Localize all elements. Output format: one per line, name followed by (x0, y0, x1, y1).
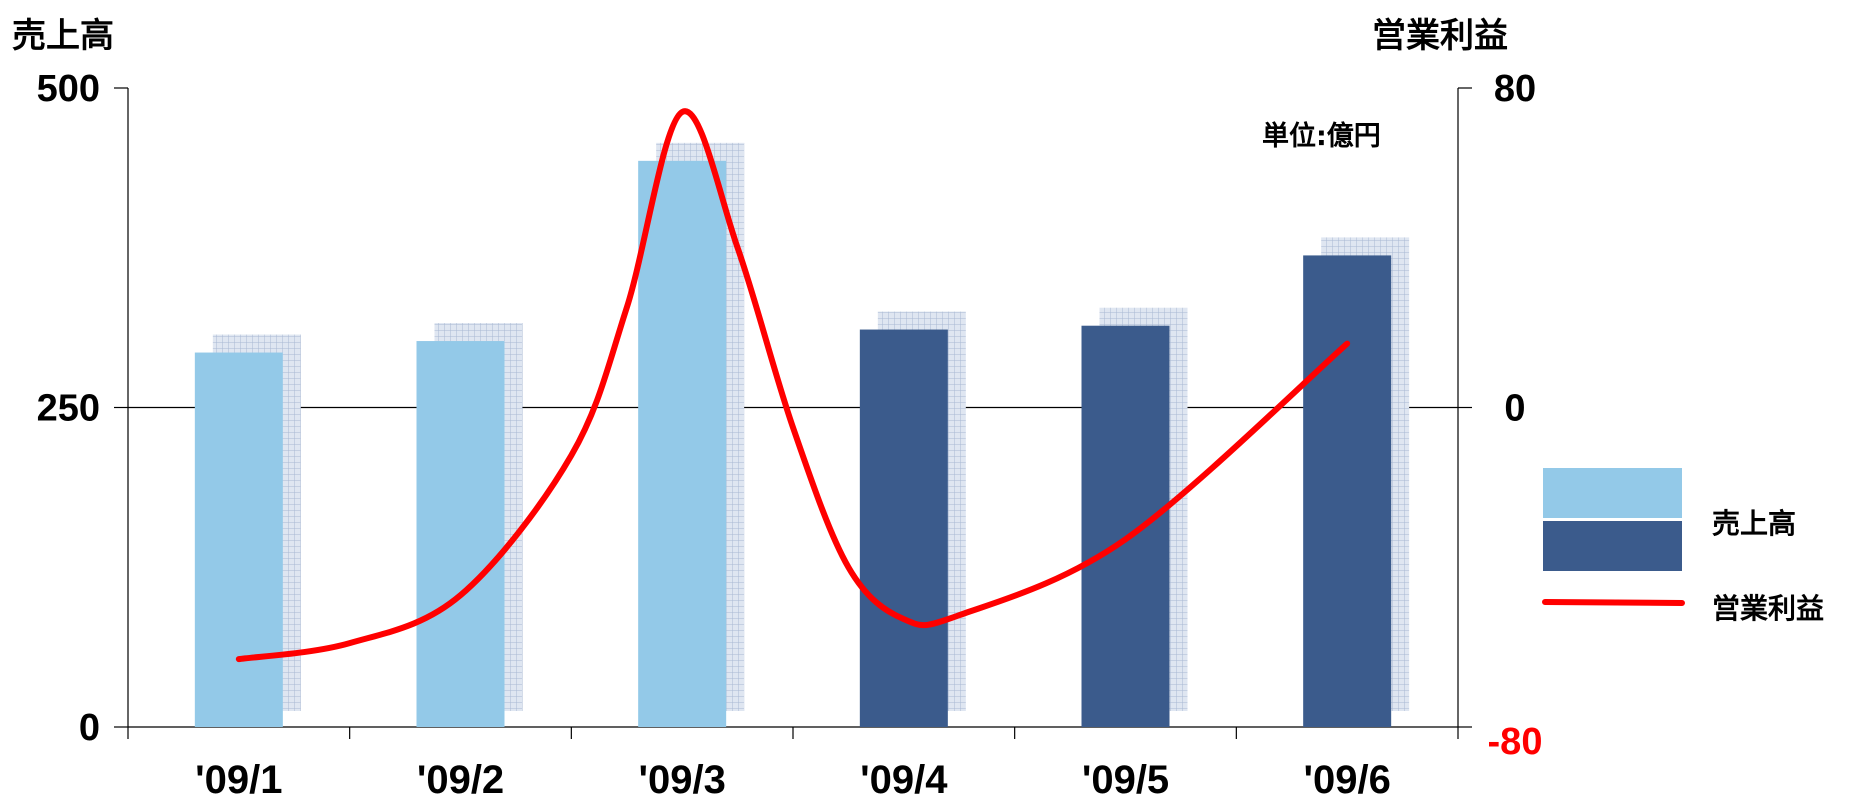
unit-label: 単位:億円 (1262, 121, 1381, 152)
legend-swatches (1542, 468, 1685, 606)
left-axis-title: 売上高 (12, 16, 114, 56)
bar-shadows (212, 142, 1410, 711)
tick-labels: 500 250 0 80 0 -80 '09/1 '09/2 '09/3 '09/4 '09/5 '0… (37, 68, 1543, 802)
legend-swatch-sales-dark (1543, 521, 1682, 571)
right-axis-title: 営業利益 (1372, 16, 1508, 56)
x-tick-label: '09/6 (1303, 758, 1390, 802)
left-tick-label: 500 (37, 68, 100, 110)
profit-line (235, 108, 1351, 663)
x-tick-label: '09/2 (417, 758, 504, 802)
bar-6 (1303, 255, 1392, 727)
left-tick-label: 250 (37, 388, 100, 430)
bars (194, 160, 1392, 727)
bar-3 (638, 160, 727, 727)
axes (114, 87, 1472, 739)
bar-2 (416, 341, 505, 727)
x-tick-label: '09/5 (1082, 758, 1169, 802)
bar-5 (1081, 325, 1170, 727)
x-tick-label: '09/1 (195, 758, 282, 802)
bar-4 (859, 329, 948, 727)
legend-label-sales: 売上高 (1712, 507, 1797, 540)
legend-label-profit: 営業利益 (1712, 592, 1825, 625)
right-tick-label: -80 (1488, 721, 1543, 763)
x-tick-label: '09/4 (860, 758, 948, 802)
legend-swatch-sales-light (1543, 468, 1682, 518)
right-tick-label: 80 (1494, 68, 1536, 110)
legend-swatch-profit-line (1542, 599, 1685, 606)
right-tick-label: 0 (1504, 388, 1525, 430)
profit-line-group (235, 108, 1351, 663)
left-tick-label: 0 (79, 707, 100, 749)
bar-1 (194, 352, 283, 727)
x-tick-label: '09/3 (638, 758, 725, 802)
